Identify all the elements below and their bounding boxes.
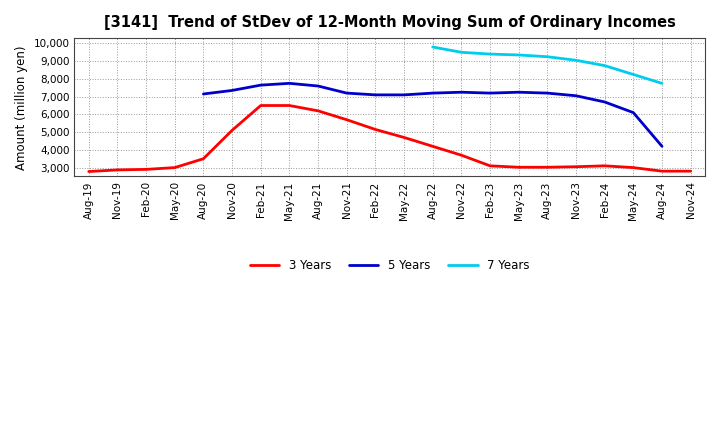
7 Years <box>486 51 495 57</box>
5 Years <box>514 90 523 95</box>
5 Years <box>428 91 437 96</box>
7 Years <box>657 81 666 86</box>
5 Years <box>629 110 638 115</box>
Legend: 3 Years, 5 Years, 7 Years: 3 Years, 5 Years, 7 Years <box>246 254 534 277</box>
3 Years <box>686 169 695 174</box>
5 Years <box>285 81 294 86</box>
3 Years <box>428 144 437 149</box>
Title: [3141]  Trend of StDev of 12-Month Moving Sum of Ordinary Incomes: [3141] Trend of StDev of 12-Month Moving… <box>104 15 675 30</box>
5 Years <box>657 144 666 149</box>
Line: 5 Years: 5 Years <box>203 83 662 147</box>
7 Years <box>629 72 638 77</box>
7 Years <box>600 63 609 68</box>
3 Years <box>600 163 609 169</box>
3 Years <box>572 164 580 169</box>
3 Years <box>113 167 122 172</box>
3 Years <box>514 165 523 170</box>
3 Years <box>285 103 294 108</box>
5 Years <box>371 92 379 98</box>
3 Years <box>142 167 150 172</box>
5 Years <box>486 91 495 96</box>
5 Years <box>343 91 351 96</box>
3 Years <box>486 163 495 169</box>
3 Years <box>314 108 323 114</box>
5 Years <box>199 92 207 97</box>
7 Years <box>514 52 523 58</box>
5 Years <box>314 83 323 88</box>
7 Years <box>543 54 552 59</box>
5 Years <box>457 90 466 95</box>
3 Years <box>256 103 265 108</box>
3 Years <box>543 165 552 170</box>
3 Years <box>371 127 379 132</box>
Y-axis label: Amount (million yen): Amount (million yen) <box>15 45 28 169</box>
5 Years <box>572 93 580 99</box>
5 Years <box>543 91 552 96</box>
3 Years <box>228 128 236 133</box>
3 Years <box>171 165 179 170</box>
5 Years <box>228 88 236 93</box>
3 Years <box>629 165 638 170</box>
3 Years <box>84 169 93 174</box>
5 Years <box>600 99 609 105</box>
3 Years <box>199 156 207 161</box>
7 Years <box>572 58 580 63</box>
3 Years <box>457 153 466 158</box>
Line: 3 Years: 3 Years <box>89 106 690 172</box>
5 Years <box>256 82 265 88</box>
5 Years <box>400 92 408 98</box>
7 Years <box>457 50 466 55</box>
Line: 7 Years: 7 Years <box>433 47 662 83</box>
3 Years <box>343 117 351 122</box>
3 Years <box>657 169 666 174</box>
7 Years <box>428 44 437 50</box>
3 Years <box>400 135 408 140</box>
